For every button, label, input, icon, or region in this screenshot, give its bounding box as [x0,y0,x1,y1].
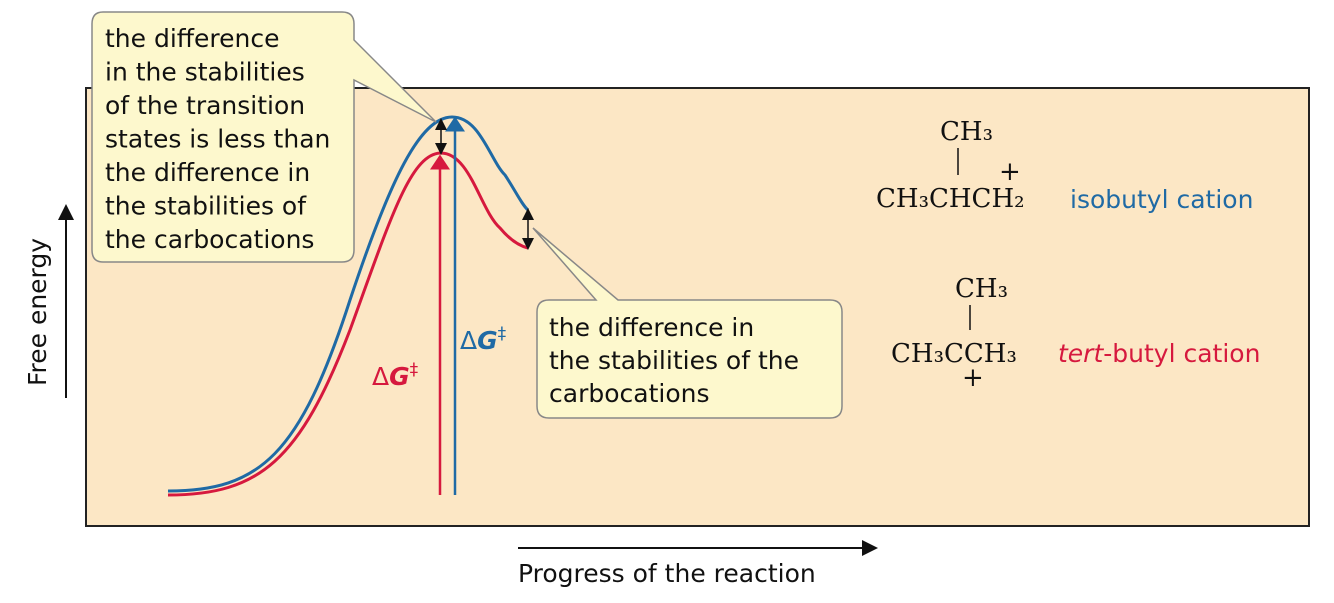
activation-label: ΔG‡ [372,360,419,391]
callout-line: the difference in [549,313,754,342]
callout-line: the difference in [105,158,310,187]
isobutyl-curve [167,115,530,493]
callout-line: the stabilities of the [549,346,799,375]
callout-line: the difference [105,24,279,53]
delta: Δ [460,326,477,355]
activation-label: ΔG‡ [460,324,507,355]
formula-top: CH₃ [955,274,1008,304]
name: -butyl cation [1103,339,1260,368]
y-axis-label: Free energy [23,238,52,386]
cation-name: tert-butyl cation [1058,339,1260,368]
callout-line: of the transition [105,91,305,120]
superscript: ‡ [498,324,507,344]
formula: CH₃CHCH₂ [876,184,1025,214]
tert-curve [167,151,529,497]
formula-top: CH₃ [940,117,993,147]
charge: + [999,157,1021,187]
variable: G [389,362,410,391]
formula: CH₃CCH₃ [891,339,1017,369]
callout-box [532,227,843,419]
callout-box [91,11,437,263]
x-axis-label: Progress of the reaction [518,559,816,588]
callout-line: the carbocations [105,225,314,254]
callout-line: the stabilities of [105,192,307,221]
delta: Δ [372,362,389,391]
callout-line: states is less than [105,125,330,154]
cation-name: isobutyl cation [1070,185,1253,214]
charge: + [962,363,984,393]
superscript: ‡ [410,360,419,380]
variable: G [477,326,498,355]
callout-line: in the stabilities [105,58,305,87]
name-prefix: tert [1058,339,1104,368]
callout-line: carbocations [549,379,710,408]
